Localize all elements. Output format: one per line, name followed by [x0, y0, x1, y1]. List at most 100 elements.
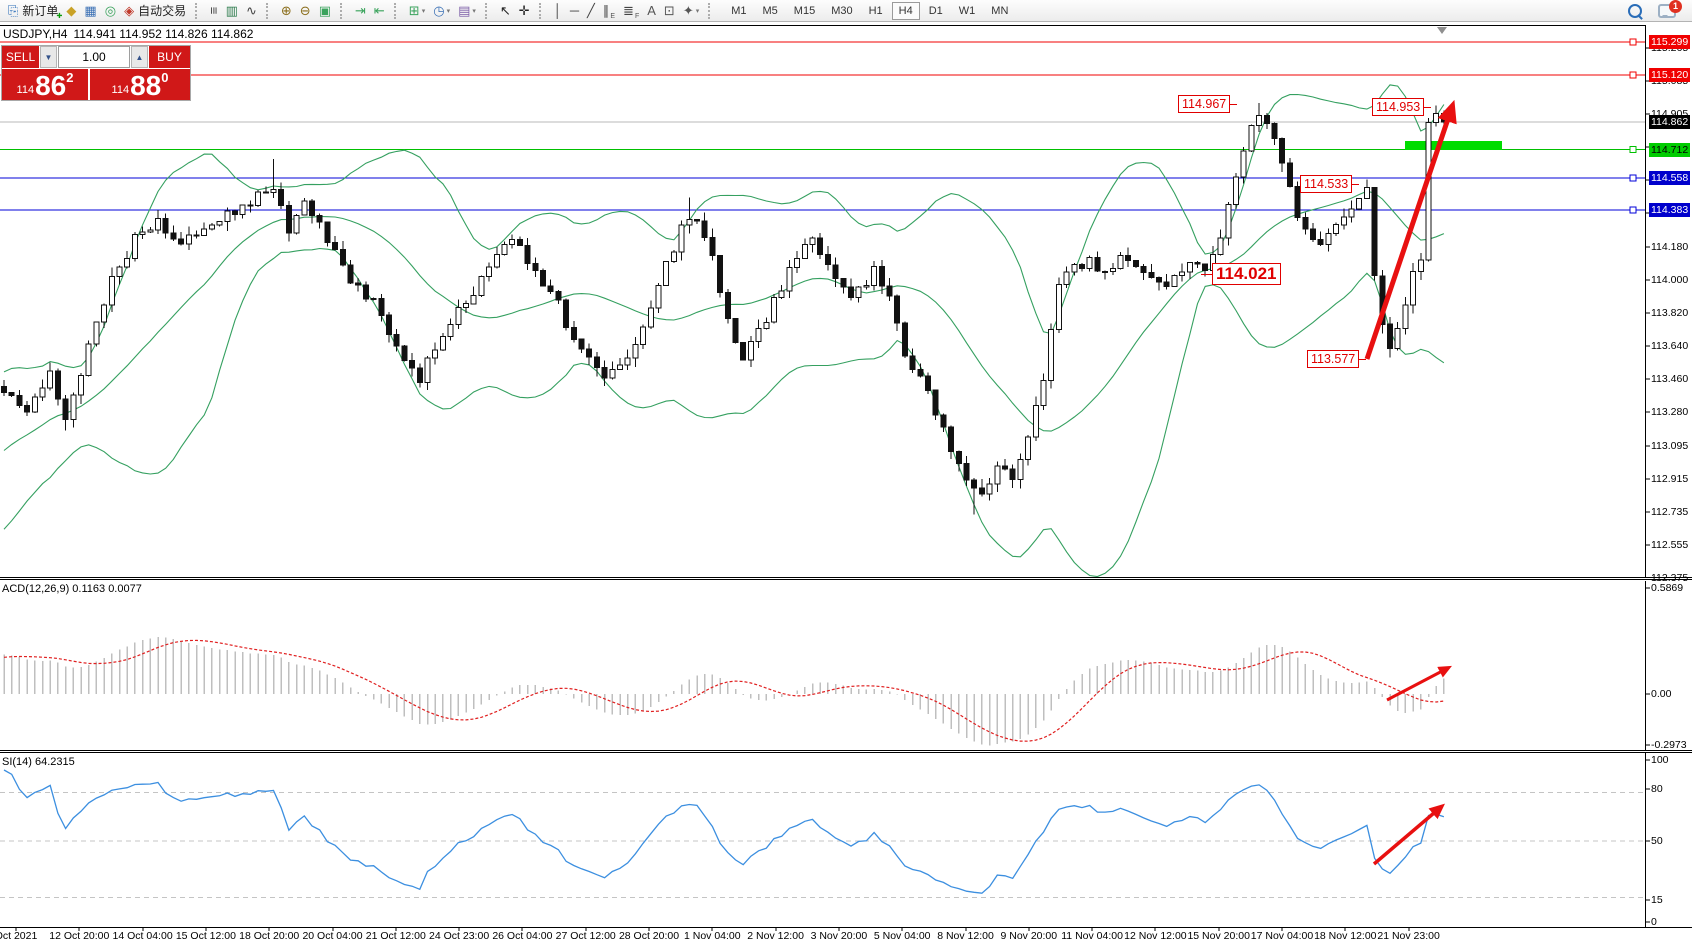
axis-tick-label: 112.555 — [1651, 538, 1689, 551]
price-level-label: 115.120 — [1649, 67, 1691, 82]
search-icon[interactable] — [1628, 3, 1642, 18]
rsi-pane-canvas[interactable] — [0, 753, 1692, 927]
icon-subscript: E — [610, 13, 616, 20]
volume-decrease-button[interactable]: ▼ — [40, 46, 57, 68]
sell-price-prefix: 114 — [16, 84, 35, 96]
icon-subscript: F — [634, 13, 640, 20]
price-annotation[interactable]: 114.967 — [1178, 95, 1238, 113]
axis-tick-label: 114.000 — [1651, 274, 1689, 287]
pane-splitter[interactable] — [0, 750, 1692, 753]
toolbar-separator — [339, 2, 346, 19]
toolbar-separator — [538, 2, 545, 19]
timeframe-d1[interactable]: D1 — [928, 4, 943, 17]
volume-increase-button[interactable]: ▲ — [131, 46, 148, 68]
cursor-button[interactable]: ↖ — [497, 1, 514, 20]
fibonacci-button[interactable]: ≣ F — [620, 1, 642, 20]
navigator-button-icon: ◎ — [104, 3, 117, 18]
time-tick — [142, 928, 144, 931]
rsi-indicator-label: SI(14) 64.2315 — [2, 756, 75, 768]
text-button-icon: A — [647, 3, 656, 18]
time-axis-label: 18 Nov 12:00 — [1314, 930, 1377, 941]
equidistant-channel-button[interactable]: ∥ E — [600, 1, 618, 20]
buy-button[interactable]: BUY — [149, 46, 190, 68]
tile-windows-button[interactable]: ▣ — [316, 1, 334, 20]
chart-shift-button-icon: ⇤ — [373, 3, 385, 18]
quote-line: USDJPY,H4 114.941 114.952 114.826 114.862 — [3, 27, 259, 41]
text-label-button[interactable]: ⊡ — [661, 1, 678, 20]
axis-tick-label: 113.640 — [1651, 340, 1689, 353]
arrows-button-icon: ✦ — [682, 3, 694, 18]
time-tick — [1408, 928, 1410, 931]
time-axis-label: 21 Nov 23:00 — [1377, 930, 1440, 941]
auto-trading-button[interactable]: ◈ 自动交易 — [121, 1, 189, 20]
time-tick — [15, 928, 17, 931]
chart-shift-marker[interactable] — [1437, 27, 1447, 34]
periods-button-icon: ◷ — [433, 3, 445, 18]
market-watch-button[interactable]: ◆ — [63, 1, 79, 20]
templates-button[interactable]: ▤ ▾ — [455, 1, 479, 20]
time-tick — [1218, 928, 1220, 931]
time-tick — [268, 928, 270, 931]
indicators-button[interactable]: ⊞ ▾ — [406, 1, 428, 20]
buy-price-big: 88 — [130, 70, 162, 101]
trendline-button[interactable]: ╱ — [584, 1, 598, 20]
chat-icon[interactable]: 1 — [1658, 0, 1682, 18]
sell-price-button[interactable]: 114 86 2 — [2, 69, 88, 100]
timeframe-h1[interactable]: H1 — [868, 4, 883, 17]
line-chart-button[interactable]: ∿ — [243, 1, 260, 20]
data-window-button[interactable]: ▦ — [81, 1, 99, 20]
main-chart-canvas[interactable] — [0, 25, 1692, 578]
templates-button-icon: ▤ — [458, 3, 471, 18]
new-order-button[interactable]: ⎘ ✚ 新订单 — [5, 1, 62, 20]
buy-price-button[interactable]: 114 88 0 — [90, 69, 190, 100]
bar-chart-button[interactable]: ≡ — [206, 1, 221, 20]
zoom-out-button[interactable]: ⊖ — [297, 1, 314, 20]
candlestick-chart-button[interactable]: ▥ — [223, 1, 241, 20]
time-axis-label: 8 Nov 12:00 — [937, 930, 994, 941]
vertical-line-button[interactable]: │ — [551, 1, 565, 20]
buy-price-sup: 0 — [161, 70, 169, 85]
toolbar-button-label: 自动交易 — [138, 4, 187, 18]
timeframe-m15[interactable]: M15 — [793, 4, 816, 17]
timeframe-m1[interactable]: M1 — [731, 4, 747, 17]
periods-button[interactable]: ◷ ▾ — [430, 1, 453, 20]
auto-scroll-button[interactable]: ⇥ — [352, 1, 369, 20]
volume-input[interactable]: 1.00 — [58, 46, 130, 68]
price-level-label: 115.299 — [1649, 35, 1691, 49]
axis-tick-label: 114.180 — [1651, 241, 1689, 254]
time-axis-label: 12 Nov 12:00 — [1124, 930, 1187, 941]
axis-tick-label: 0.5869 — [1651, 582, 1684, 594]
price-annotation[interactable]: 114.021 — [1201, 263, 1281, 285]
price-annotation[interactable]: 114.533 — [1300, 175, 1360, 193]
axis-tick-label: 113.095 — [1651, 439, 1689, 452]
macd-pane-canvas[interactable] — [0, 581, 1692, 750]
timeframe-w1[interactable]: W1 — [958, 4, 976, 17]
price-axis[interactable]: 114.725114.545114.365115.265115.085114.9… — [1646, 22, 1692, 941]
text-button[interactable]: A — [644, 1, 659, 20]
zoom-in-button[interactable]: ⊕ — [278, 1, 295, 20]
timeframe-h4[interactable]: H4 — [891, 1, 920, 20]
axis-tick-label: 112.735 — [1651, 505, 1689, 518]
time-axis-label: 5 Nov 04:00 — [873, 930, 931, 941]
timeframe-mn[interactable]: MN — [991, 4, 1009, 17]
timeframe-m5[interactable]: M5 — [762, 4, 778, 17]
toolbar: ⎘ ✚ 新订单 ◆ ▦ ◎ ◈ 自动交易 ≡ ▥ ∿ ⊕ ⊖ ▣ ⇥ ⇤ ⊞ ▾ ◷ ▾ ▤ ▾ ↖ ✛ │ ─ ╱ ∥ E ≣ F A ⊡ ✦ ▾… — [0, 0, 1692, 22]
price-annotation[interactable]: 113.577 — [1307, 350, 1367, 368]
time-axis-label: 1 Nov 04:00 — [683, 930, 741, 941]
price-annotation[interactable]: 114.953 — [1372, 98, 1432, 116]
timeframe-m30[interactable]: M30 — [831, 4, 853, 17]
time-tick — [585, 928, 587, 931]
horizontal-line-button[interactable]: ─ — [567, 1, 582, 20]
arrows-button[interactable]: ✦ ▾ — [680, 1, 702, 20]
horizontal-line-button-icon: ─ — [569, 3, 580, 18]
ohlc-values: 114.941 114.952 114.826 114.862 — [73, 27, 254, 41]
navigator-button[interactable]: ◎ — [102, 1, 119, 20]
symbol-period: USDJPY,H4 — [3, 27, 68, 41]
fibonacci-button-icon: ≣ — [623, 3, 634, 18]
chart-shift-button[interactable]: ⇤ — [371, 1, 388, 20]
sell-button[interactable]: SELL — [2, 46, 39, 68]
crosshair-button[interactable]: ✛ — [516, 1, 533, 20]
pane-splitter[interactable] — [0, 577, 1692, 580]
axis-tick-label: 112.915 — [1651, 472, 1689, 485]
